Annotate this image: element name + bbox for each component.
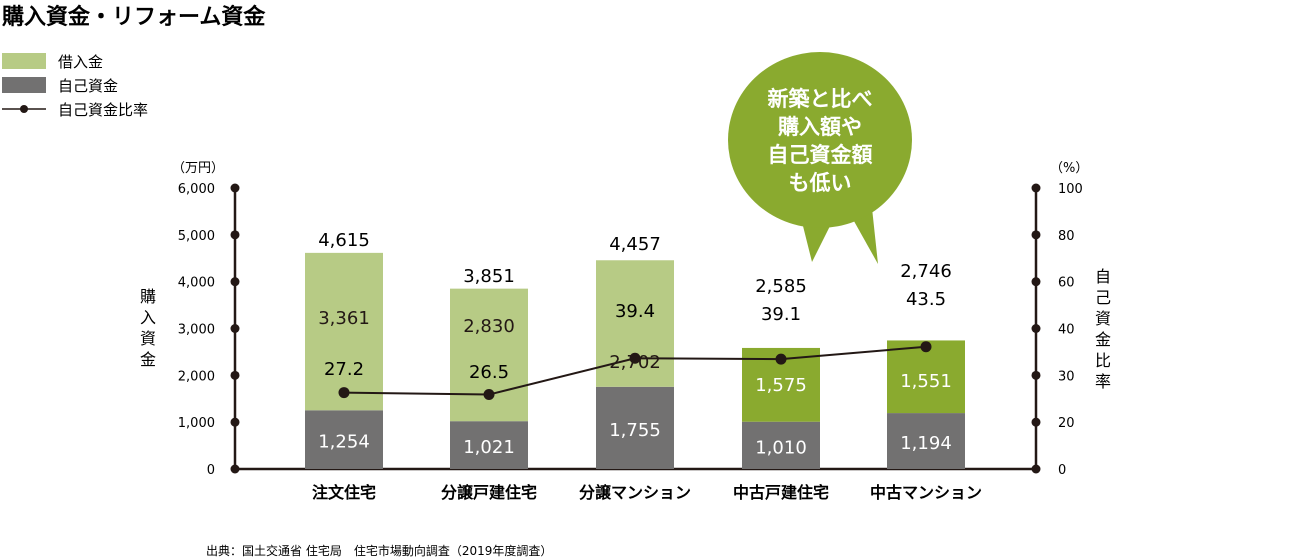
source-note: 出典：国土交通省 住宅局 住宅市場動向調査（2019年度調査） xyxy=(206,543,552,558)
right-tick-label: 60 xyxy=(1058,276,1075,291)
callout-line-4: も低い xyxy=(789,171,852,195)
left-axis-unit: （万円） xyxy=(172,161,224,176)
own-funds-value-label: 1,010 xyxy=(755,437,807,458)
ratio-value-label: 39.1 xyxy=(761,304,801,325)
ratio-line-layer xyxy=(338,341,932,401)
bars xyxy=(305,252,965,469)
legend-label-ratio: 自己資金比率 xyxy=(58,101,148,119)
callout-line-2: 購入額や xyxy=(777,115,862,139)
bar-own-funds xyxy=(742,421,820,469)
category-label: 分譲マンション xyxy=(579,483,691,502)
callout-line-1: 新築と比べ xyxy=(768,87,873,111)
right-tick-dot xyxy=(1031,230,1041,240)
bar-own-funds xyxy=(305,410,383,469)
total-value-label: 4,457 xyxy=(609,234,661,255)
right-tick-dot xyxy=(1031,324,1041,333)
ratio-point xyxy=(338,387,350,399)
left-tick-label: 2,000 xyxy=(178,369,215,384)
own-funds-value-label: 1,755 xyxy=(609,420,661,441)
left-tick-dot xyxy=(230,370,240,380)
callout-line-3: 自己資金額 xyxy=(768,143,873,167)
left-tick-label: 0 xyxy=(207,463,215,478)
legend-marker-ratio xyxy=(20,105,28,113)
category-label: 分譲戸建住宅 xyxy=(441,483,537,502)
bar-borrowed xyxy=(305,252,383,411)
category-label: 注文住宅 xyxy=(312,483,376,502)
ratio-value-label: 26.5 xyxy=(469,362,509,383)
value-labels: 注文住宅 1,254 分譲戸建住宅 1,021 分譲マンション 1,755 中古戸建住宅 1,… xyxy=(312,230,982,502)
own-funds-value-label: 1,021 xyxy=(463,437,515,458)
right-tick-label: 20 xyxy=(1058,416,1075,431)
right-tick-label: 40 xyxy=(1058,323,1075,338)
own-funds-value-label: 1,194 xyxy=(900,433,952,454)
borrowed-value-label: 1,551 xyxy=(900,371,952,392)
category-label: 中古戸建住宅 xyxy=(733,483,829,502)
left-tick-dot xyxy=(230,230,240,240)
left-axis-title: 購入資金 xyxy=(140,287,156,369)
ratio-value-label: 43.5 xyxy=(906,289,946,310)
callout-bubble: 新築と比べ 購入額や 自己資金額 も低い xyxy=(728,52,912,264)
borrowed-value-label: 1,575 xyxy=(755,375,807,396)
borrowed-value-label: 3,361 xyxy=(318,308,370,329)
left-tick-label: 3,000 xyxy=(178,323,215,338)
legend-swatch-borrowed xyxy=(2,53,46,69)
right-tick-dot xyxy=(1031,183,1041,193)
total-value-label: 3,851 xyxy=(463,266,515,287)
right-axis-unit: （%） xyxy=(1050,161,1088,176)
right-axis-title: 自己資金比率 xyxy=(1095,267,1111,391)
ratio-point xyxy=(629,352,641,364)
legend-label-borrowed: 借入金 xyxy=(58,53,103,71)
chart-title: 購入資金・リフォーム資金 xyxy=(2,4,266,30)
left-tick-dot xyxy=(230,324,240,333)
left-tick-dot xyxy=(230,464,240,474)
right-tick-dot xyxy=(1031,277,1041,287)
left-tick-label: 6,000 xyxy=(178,182,215,197)
total-value-label: 2,746 xyxy=(900,261,952,282)
bar-borrowed xyxy=(887,340,965,414)
legend: 借入金 自己資金 自己資金比率 xyxy=(2,53,148,119)
right-tick-label: 0 xyxy=(1058,463,1066,478)
bar-own-funds xyxy=(450,421,528,469)
ratio-value-label: 39.4 xyxy=(615,301,655,322)
bar-own-funds xyxy=(887,413,965,469)
own-funds-value-label: 1,254 xyxy=(318,432,370,453)
right-tick-label: 30 xyxy=(1058,369,1075,384)
ratio-value-label: 27.2 xyxy=(324,359,364,380)
bar-own-funds xyxy=(596,386,674,469)
right-tick-label: 100 xyxy=(1058,182,1083,197)
callout-tail-right xyxy=(850,208,878,264)
callout-circle xyxy=(728,52,912,228)
total-value-label: 4,615 xyxy=(318,230,370,251)
left-tick-label: 5,000 xyxy=(178,229,215,244)
borrowed-value-label: 2,702 xyxy=(609,352,661,373)
left-tick-dot xyxy=(230,417,240,427)
ratio-point xyxy=(920,341,932,353)
right-tick-dot xyxy=(1031,370,1041,380)
legend-label-own-funds: 自己資金 xyxy=(58,77,118,95)
ratio-point xyxy=(483,389,495,401)
right-tick-dot xyxy=(1031,417,1041,427)
borrowed-value-label: 2,830 xyxy=(463,316,515,337)
category-label: 中古マンション xyxy=(870,483,982,502)
left-tick-label: 4,000 xyxy=(178,276,215,291)
left-tick-dot xyxy=(230,277,240,287)
right-tick-label: 80 xyxy=(1058,229,1075,244)
left-tick-dot xyxy=(230,183,240,193)
bar-borrowed xyxy=(450,288,528,422)
left-tick-label: 1,000 xyxy=(178,416,215,431)
total-value-label: 2,585 xyxy=(755,276,807,297)
legend-swatch-own-funds xyxy=(2,77,46,93)
ratio-point xyxy=(775,353,787,365)
right-tick-dot xyxy=(1031,464,1041,474)
